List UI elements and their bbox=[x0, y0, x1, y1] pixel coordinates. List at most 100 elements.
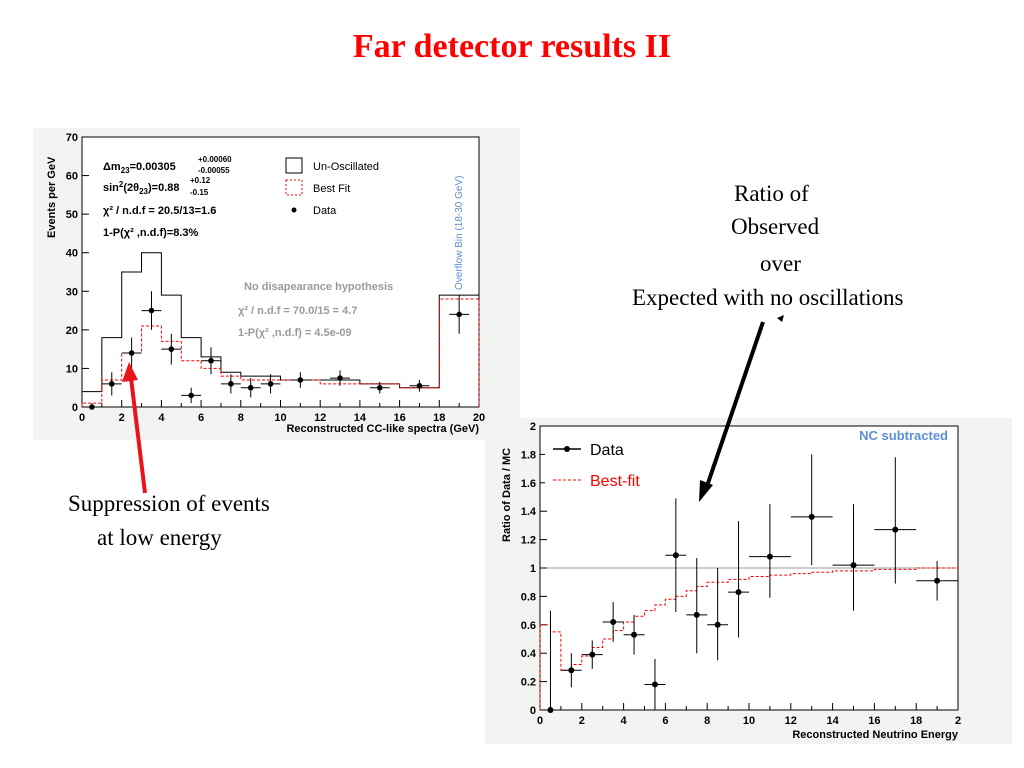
left-y-ticks: 0 10 20 30 40 50 60 70 bbox=[66, 132, 89, 414]
left-x-axis-label: Reconstructed CC-like spectra (GeV) bbox=[286, 423, 479, 435]
x-tick-label: 14 bbox=[826, 715, 839, 727]
right-legend-box bbox=[545, 434, 693, 494]
x-tick-label: 12 bbox=[314, 412, 326, 424]
data-point bbox=[714, 621, 721, 628]
suppression-note-line1: Suppression of events bbox=[68, 491, 270, 516]
x-tick-label: 20 bbox=[473, 412, 485, 424]
sin-down: -0.15 bbox=[190, 188, 209, 197]
legend-bestfit-swatch bbox=[285, 179, 303, 196]
sin-text: sin2(2θ23)=0.88 bbox=[103, 180, 180, 196]
legend-data-label: Data bbox=[313, 205, 337, 217]
data-point bbox=[337, 375, 343, 381]
x-tick-label: 10 bbox=[274, 412, 286, 424]
black-arrow-head bbox=[699, 480, 713, 502]
legend-data-dot bbox=[564, 446, 570, 452]
data-point bbox=[128, 350, 135, 356]
y-tick-label: 1.2 bbox=[521, 535, 536, 547]
right-y-axis-label: Ratio of Data / MC bbox=[501, 448, 513, 542]
y-tick-label: 0 bbox=[530, 705, 536, 717]
right-y-ticks: 0 0.2 0.4 0.6 0.8 1 1.2 1.4 1.6 1.8 2 bbox=[521, 421, 547, 717]
data-point bbox=[610, 618, 617, 625]
x-tick-label: 4 bbox=[158, 412, 165, 424]
y-tick-label: 1.8 bbox=[521, 449, 536, 461]
data-point bbox=[568, 667, 575, 674]
left-plot-frame bbox=[81, 136, 480, 408]
right-x-axis-label: Reconstructed Neutrino Energy bbox=[792, 729, 959, 741]
y-tick-label: 0.6 bbox=[521, 620, 536, 632]
y-tick-label: 40 bbox=[66, 248, 78, 260]
data-point bbox=[547, 707, 554, 713]
bestfit-histogram-line bbox=[81, 298, 480, 407]
y-tick-label: 1.4 bbox=[521, 506, 537, 518]
data-point bbox=[228, 381, 234, 387]
dm-text: Δm23=0.00305 bbox=[103, 161, 176, 175]
y-tick-label: 60 bbox=[66, 171, 78, 183]
data-point bbox=[651, 681, 658, 688]
data-point bbox=[589, 651, 596, 658]
black-arrow-tail-mark bbox=[777, 315, 784, 322]
data-point bbox=[148, 307, 155, 314]
red-arrow-head bbox=[122, 362, 138, 382]
y-tick-label: 50 bbox=[66, 209, 78, 221]
right-data-points bbox=[540, 454, 958, 713]
nc-subtracted-label: NC subtracted bbox=[859, 428, 948, 443]
x-tick-label: 6 bbox=[662, 715, 668, 727]
y-tick-label: 0 bbox=[72, 402, 78, 414]
x-tick-label: 8 bbox=[704, 715, 710, 727]
legend-unoscillated-label: Un-Oscillated bbox=[313, 161, 379, 173]
x-tick-label: 12 bbox=[785, 715, 797, 727]
data-point bbox=[247, 384, 254, 391]
nodis-chi2: χ² / n.d.f = 70.0/15 = 4.7 bbox=[238, 305, 357, 317]
data-point bbox=[297, 377, 304, 383]
x-tick-label: 2 bbox=[955, 715, 961, 727]
x-tick-label: 8 bbox=[238, 412, 244, 424]
ratio-note-line2: Observed bbox=[731, 214, 820, 239]
nodis-heading: No disapearance hypothesis bbox=[244, 281, 393, 293]
data-point bbox=[456, 311, 462, 318]
legend-bestfit-text: Best-fit bbox=[590, 473, 640, 490]
x-tick-label: 6 bbox=[198, 412, 204, 424]
no-disappearance-text: No disapearance hypothesis χ² / n.d.f = … bbox=[238, 281, 393, 339]
overflow-bin-label: Overflow Bin (18-30 GeV) bbox=[454, 176, 465, 291]
data-point bbox=[934, 577, 941, 584]
data-point bbox=[108, 381, 115, 387]
red-arrow-shaft bbox=[129, 377, 147, 494]
data-point bbox=[208, 357, 214, 364]
y-tick-label: 1.6 bbox=[521, 478, 536, 490]
right-bestfit-line bbox=[539, 567, 958, 710]
left-y-axis-label: Events per GeV bbox=[46, 156, 58, 238]
dm-up: +0.00060 bbox=[198, 155, 232, 164]
data-point bbox=[267, 381, 274, 387]
data-point bbox=[168, 346, 175, 352]
y-tick-label: 1 bbox=[530, 563, 536, 575]
black-arrow-shaft bbox=[704, 321, 765, 490]
ratio-note-line1: Ratio of bbox=[734, 181, 809, 206]
data-point bbox=[735, 589, 742, 596]
x-tick-label: 0 bbox=[79, 412, 85, 424]
legend-bestfit-label: Best Fit bbox=[313, 183, 350, 195]
data-point bbox=[188, 392, 194, 399]
bestfit-histogram-line bbox=[539, 567, 958, 710]
data-point bbox=[850, 562, 857, 569]
y-tick-label: 10 bbox=[66, 363, 78, 375]
ratio-note-line4: Expected with no oscillations bbox=[632, 285, 904, 310]
x-tick-label: 10 bbox=[743, 715, 755, 727]
data-point bbox=[631, 631, 638, 638]
data-point bbox=[672, 552, 679, 559]
left-histogram-bars bbox=[81, 252, 480, 407]
y-tick-label: 0.8 bbox=[521, 591, 536, 603]
sin-up: +0.12 bbox=[190, 176, 211, 185]
legend-unoscillated-swatch bbox=[285, 157, 303, 174]
x-tick-label: 2 bbox=[119, 412, 125, 424]
right-x-ticks: 0 2 4 6 8 10 12 14 16 18 2 bbox=[537, 703, 961, 727]
x-tick-label: 0 bbox=[537, 715, 543, 727]
x-tick-label: 14 bbox=[354, 412, 367, 424]
x-tick-label: 18 bbox=[910, 715, 922, 727]
legend-data-text: Data bbox=[590, 442, 624, 459]
fit-prob: 1-P(χ² ,n.d.f)=8.3% bbox=[103, 227, 198, 239]
y-tick-label: 0.4 bbox=[521, 648, 537, 660]
suppression-note-line2: at low energy bbox=[97, 525, 222, 550]
fit-result-text: Δm23=0.00305 +0.00060 -0.00055 sin2(2θ23… bbox=[103, 155, 232, 239]
x-tick-label: 16 bbox=[393, 412, 405, 424]
